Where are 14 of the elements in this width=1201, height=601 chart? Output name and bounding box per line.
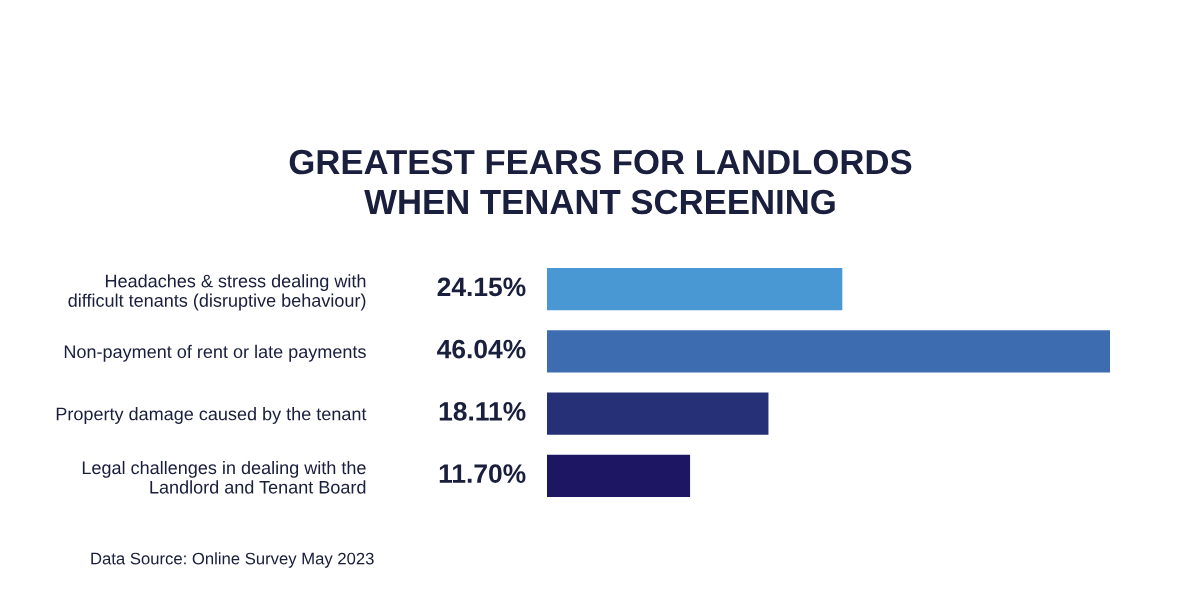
y-tick-label: Property damage caused by the tenant (56, 407, 367, 424)
data-label: 11.70% (439, 464, 526, 483)
bar (547, 267, 843, 311)
data-label: 24.15% (437, 277, 526, 297)
bar (547, 454, 691, 498)
y-tick-label: Headaches & stress dealing with difficult tenants (disruptive behaviour) (68, 274, 366, 311)
bar (547, 392, 769, 435)
bar (547, 330, 1110, 373)
chart-title: GREATEST FEARS FOR LANDLORDS WHEN TENANT SCREENING (289, 149, 912, 215)
source-note: Data Source: Online Survey May 2023 (91, 552, 374, 568)
data-label: 46.04% (437, 339, 526, 359)
y-tick-label: Non-payment of rent or late payments (64, 344, 366, 362)
data-label: 18.11% (439, 402, 526, 421)
y-tick-label: Legal challenges in dealing with the Landlord and Tenant Board (82, 460, 366, 494)
